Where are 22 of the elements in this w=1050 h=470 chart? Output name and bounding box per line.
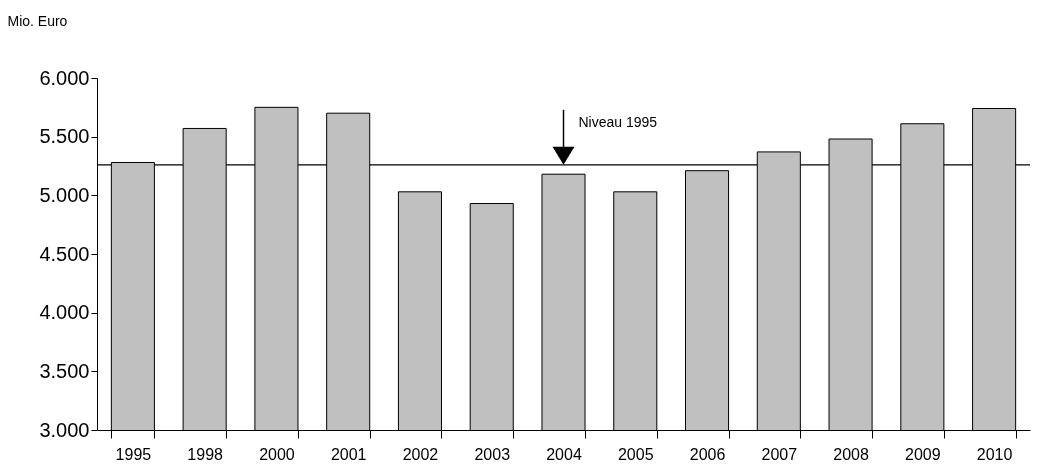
y-tick-label: 4.000 [39,301,90,324]
y-tick-label: 4.500 [39,242,90,265]
x-tick-label: 2010 [976,445,1013,463]
x-tick-label: 2003 [474,445,511,463]
x-tick-label: 2009 [905,445,941,463]
y-axis-title: Mio. Euro [7,12,68,29]
x-tick-label: 2006 [689,445,726,463]
y-tick-label: 3.500 [39,359,90,382]
x-tick-label: 2008 [833,445,869,463]
x-tick-label: 2002 [402,445,439,463]
x-tick-label: 2004 [546,445,582,463]
x-tick-label: 2000 [259,445,295,463]
annotation: Niveau 1995 [578,113,658,130]
x-tick-label: 1995 [115,445,152,463]
y-tick-label: 6.000 [39,66,90,89]
x-tick-label: 2007 [761,445,798,463]
y-tick-label: 3.000 [39,418,90,441]
y-tick-label: 5.500 [39,125,90,148]
y-tick-label: 5.000 [39,183,90,206]
x-tick-label: 2001 [330,445,367,463]
x-tick-label: 2005 [617,445,654,463]
x-tick-label: 1998 [187,445,224,463]
